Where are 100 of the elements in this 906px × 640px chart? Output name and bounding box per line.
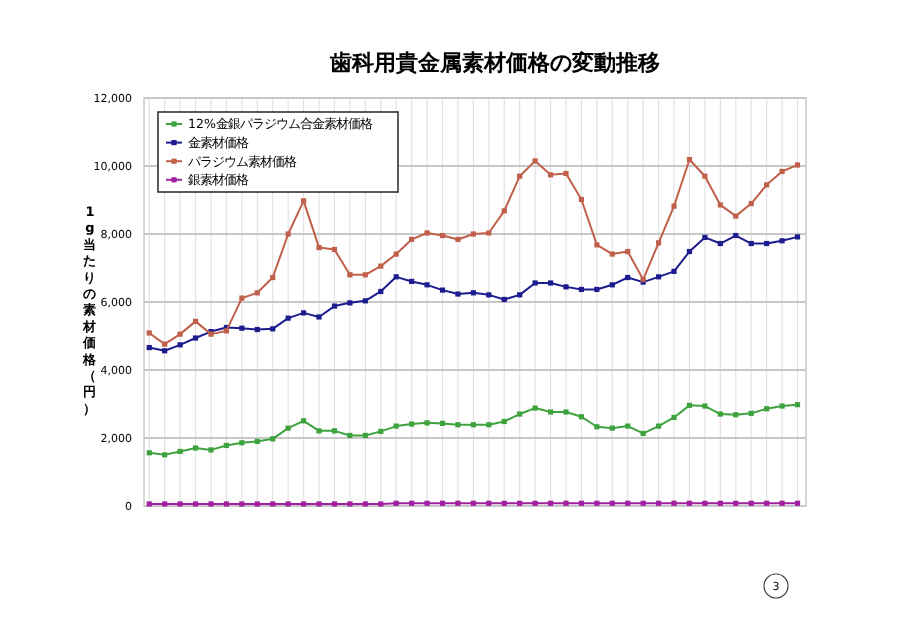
point: [378, 288, 384, 295]
point: [455, 500, 461, 506]
point: [547, 500, 554, 506]
point: [702, 173, 708, 179]
point: [733, 232, 739, 239]
point: [347, 272, 353, 278]
point: [486, 422, 492, 428]
point: [409, 421, 415, 427]
point: [547, 172, 554, 178]
line-series: [146, 402, 801, 458]
point: [640, 500, 646, 506]
point: [640, 430, 646, 437]
point: [686, 156, 693, 163]
point: [702, 500, 708, 506]
point: [779, 238, 785, 244]
point: [686, 248, 693, 255]
point: [439, 232, 446, 239]
point: [331, 428, 338, 434]
point: [192, 445, 199, 451]
point: [563, 170, 569, 177]
point: [393, 500, 399, 506]
point: [285, 231, 291, 237]
point: [594, 424, 600, 430]
point: [301, 198, 307, 204]
point: [409, 500, 415, 506]
point: [748, 200, 754, 207]
point: [717, 240, 723, 247]
point: [517, 173, 523, 179]
point: [578, 414, 585, 420]
point: [455, 236, 461, 243]
point: [733, 500, 739, 506]
point: [563, 500, 569, 506]
point: [625, 423, 631, 429]
point: [702, 403, 708, 409]
point: [254, 326, 260, 333]
point: [578, 196, 585, 203]
point: [547, 409, 554, 415]
point: [409, 278, 415, 285]
point: [517, 411, 523, 417]
point: [270, 326, 276, 332]
point: [162, 341, 168, 347]
point: [702, 234, 708, 240]
point: [455, 291, 461, 297]
point: [208, 447, 214, 453]
point: [594, 286, 600, 293]
point: [316, 314, 322, 320]
point: [609, 500, 615, 506]
point: [717, 202, 723, 208]
point: [331, 246, 338, 253]
point: [656, 240, 662, 246]
point: [779, 168, 785, 175]
point: [347, 300, 353, 306]
point: [301, 310, 307, 316]
point: [656, 274, 662, 280]
point: [532, 405, 538, 411]
point: [594, 242, 600, 248]
line-series: [146, 232, 801, 354]
point: [578, 286, 585, 293]
point: [609, 282, 615, 288]
point: [764, 240, 770, 247]
point: [177, 448, 183, 455]
point: [424, 500, 430, 506]
point: [501, 296, 507, 303]
point: [486, 230, 492, 236]
point: [162, 452, 168, 458]
point: [439, 420, 446, 426]
point: [223, 501, 230, 507]
point: [671, 268, 677, 274]
point: [285, 425, 291, 431]
point: [625, 500, 631, 506]
point: [409, 236, 415, 243]
point: [192, 501, 199, 507]
point: [254, 290, 260, 296]
point: [424, 230, 430, 236]
point: [470, 231, 476, 237]
point: [733, 412, 739, 418]
point: [794, 500, 801, 506]
point: [748, 500, 754, 506]
point: [347, 432, 353, 439]
point: [501, 500, 507, 506]
point: [331, 303, 338, 309]
point: [671, 414, 677, 421]
point: [393, 274, 399, 280]
line-series: [146, 156, 801, 347]
point: [146, 501, 152, 507]
point: [239, 440, 245, 446]
point: [609, 251, 615, 257]
point: [532, 158, 538, 164]
point: [270, 436, 276, 442]
point: [393, 423, 399, 429]
point: [501, 418, 507, 425]
point: [470, 422, 476, 428]
chart-title: 歯科用貴金属素材価格の変動推移: [328, 50, 660, 76]
point: [517, 500, 523, 506]
point: [239, 325, 245, 331]
point: [625, 274, 631, 281]
point: [393, 251, 399, 257]
point: [301, 418, 307, 424]
point: [794, 402, 801, 408]
point: [563, 409, 569, 415]
